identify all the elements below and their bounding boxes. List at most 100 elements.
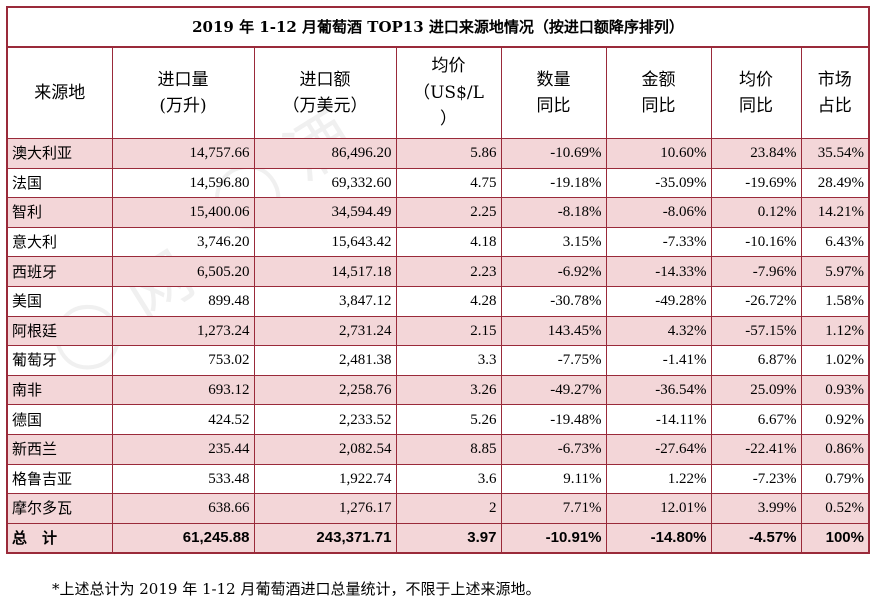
column-header-line: (万升): [159, 96, 207, 116]
wine-import-table-container: 2019 年 1-12 月葡萄酒 TOP13 进口来源地情况（按进口额降序排列）…: [6, 6, 870, 555]
value-cell: 2,258.76: [253, 374, 397, 406]
column-header-line: 同比: [536, 96, 571, 116]
value-cell: -10.91%: [500, 522, 607, 554]
country-cell: 南非: [6, 374, 113, 406]
value-cell: 143.45%: [500, 315, 607, 347]
value-cell: 2,082.54: [253, 433, 397, 465]
value-cell: -7.96%: [710, 256, 802, 287]
value-cell: 1.12%: [800, 315, 870, 347]
value-cell: 899.48: [111, 285, 255, 317]
value-cell: 243,371.71: [253, 522, 397, 554]
value-cell: 4.75: [395, 167, 502, 199]
column-header-line: 数量: [536, 69, 571, 90]
value-cell: 5.97%: [800, 256, 870, 287]
total-row: 总 计 61,245.88 243,371.71 3.97 -10.91% -14.80%…: [6, 522, 870, 554]
value-cell: 6.43%: [800, 226, 870, 258]
value-cell: 0.79%: [800, 463, 870, 495]
column-header-line: （万美元）: [282, 96, 368, 116]
value-cell: 14,757.66: [111, 138, 255, 169]
value-cell: -30.78%: [500, 285, 607, 317]
column-header-5: 金额 同比: [605, 46, 712, 139]
table-row: 摩尔多瓦 638.66 1,276.17 2 7.71% 12.01% 3.99% 0.52%: [6, 493, 870, 524]
column-header-3: 均价 （US$/L ）: [395, 46, 502, 139]
value-cell: 4.32%: [605, 315, 712, 347]
value-cell: 0.12%: [710, 197, 802, 228]
value-cell: -14.33%: [605, 256, 712, 287]
value-cell: 0.86%: [800, 433, 870, 465]
country-cell: 葡萄牙: [6, 345, 113, 376]
value-cell: 12.01%: [605, 493, 712, 524]
country-cell: 格鲁吉亚: [6, 463, 113, 495]
column-header-line: 金额: [641, 69, 676, 90]
column-header-line: 均价: [739, 69, 773, 90]
value-cell: -49.28%: [605, 285, 712, 317]
value-cell: -7.23%: [710, 463, 802, 495]
value-cell: 14,596.80: [111, 167, 255, 199]
value-cell: 2.15: [395, 315, 502, 347]
country-cell: 澳大利亚: [6, 138, 113, 169]
column-header-line: 同比: [739, 96, 773, 116]
value-cell: 28.49%: [800, 167, 870, 199]
value-cell: 5.26: [395, 404, 502, 435]
value-cell: 5.86: [395, 138, 502, 169]
value-cell: 6.67%: [710, 404, 802, 435]
column-header-line: 均价: [431, 56, 466, 77]
column-header-6: 均价 同比: [710, 46, 802, 139]
table-row: 南非 693.12 2,258.76 3.26 -49.27% -36.54% 25.09%…: [6, 374, 870, 406]
value-cell: -22.41%: [710, 433, 802, 465]
value-cell: 61,245.88: [111, 522, 255, 554]
value-cell: -26.72%: [710, 285, 802, 317]
column-header-line: 进口量: [157, 69, 209, 90]
value-cell: 753.02: [111, 345, 255, 376]
value-cell: 14.21%: [800, 197, 870, 228]
column-header-line: 占比: [817, 96, 852, 116]
value-cell: 9.11%: [500, 463, 607, 495]
table-row: 美国 899.48 3,847.12 4.28 -30.78% -49.28% -26.72…: [6, 285, 870, 317]
value-cell: -6.92%: [500, 256, 607, 287]
value-cell: 1,273.24: [111, 315, 255, 347]
value-cell: 1,922.74: [253, 463, 397, 495]
value-cell: 14,517.18: [253, 256, 397, 287]
value-cell: 69,332.60: [253, 167, 397, 199]
value-cell: -27.64%: [605, 433, 712, 465]
table-row: 西班牙 6,505.20 14,517.18 2.23 -6.92% -14.33% -7.…: [6, 256, 870, 287]
value-cell: 693.12: [111, 374, 255, 406]
column-header-4: 数量 同比: [500, 46, 607, 139]
column-header-line: （US$/L: [413, 82, 484, 103]
table-row: 格鲁吉亚 533.48 1,922.74 3.6 9.11% 1.22% -7.23% 0.7…: [6, 463, 870, 495]
value-cell: -7.33%: [605, 226, 712, 258]
value-cell: -57.15%: [710, 315, 802, 347]
country-cell: 总 计: [6, 522, 113, 554]
column-header-line: 进口额: [299, 69, 351, 90]
table-body: 澳大利亚 14,757.66 86,496.20 5.86 -10.69% 10.60% 2…: [6, 138, 870, 554]
value-cell: -10.69%: [500, 138, 607, 169]
wine-import-table: 2019 年 1-12 月葡萄酒 TOP13 进口来源地情况（按进口额降序排列）…: [6, 6, 870, 555]
table-row: 阿根廷 1,273.24 2,731.24 2.15 143.45% 4.32% -57.1…: [6, 315, 870, 347]
value-cell: 2.25: [395, 197, 502, 228]
value-cell: 1.58%: [800, 285, 870, 317]
value-cell: -6.73%: [500, 433, 607, 465]
value-cell: 2,481.38: [253, 345, 397, 376]
value-cell: -49.27%: [500, 374, 607, 406]
value-cell: 638.66: [111, 493, 255, 524]
value-cell: 1.02%: [800, 345, 870, 376]
table-row: 法国 14,596.80 69,332.60 4.75 -19.18% -35.09% -1…: [6, 167, 870, 199]
value-cell: -35.09%: [605, 167, 712, 199]
value-cell: 6,505.20: [111, 256, 255, 287]
value-cell: 0.52%: [800, 493, 870, 524]
value-cell: 25.09%: [710, 374, 802, 406]
country-cell: 阿根廷: [6, 315, 113, 347]
value-cell: 2,731.24: [253, 315, 397, 347]
value-cell: 2,233.52: [253, 404, 397, 435]
column-header-1: 进口量 (万升): [111, 46, 255, 139]
value-cell: 3,746.20: [111, 226, 255, 258]
value-cell: 3.3: [395, 345, 502, 376]
country-cell: 德国: [6, 404, 113, 435]
value-cell: -19.18%: [500, 167, 607, 199]
value-cell: 4.28: [395, 285, 502, 317]
table-row: 智利 15,400.06 34,594.49 2.25 -8.18% -8.06% 0.12…: [6, 197, 870, 228]
table-title: 2019 年 1-12 月葡萄酒 TOP13 进口来源地情况（按进口额降序排列）: [6, 6, 870, 46]
value-cell: 100%: [800, 522, 870, 554]
country-cell: 新西兰: [6, 433, 113, 465]
value-cell: 7.71%: [500, 493, 607, 524]
